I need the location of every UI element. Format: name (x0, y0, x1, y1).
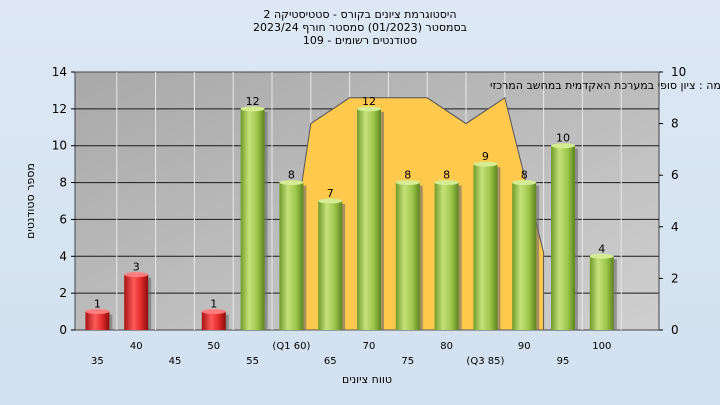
x-tick-label: 50 (207, 341, 220, 352)
chart-annotation: במשימה : ציון סופי במערכת האקדמית במחשב … (490, 79, 720, 92)
bar-value-label: 10 (556, 132, 570, 145)
bar-value-label: 9 (482, 150, 489, 163)
y-tick-label: 10 (52, 139, 67, 153)
data-labels-layer: 1 3 1 12 8 7 12 8 8 9 8 10 4 (94, 95, 605, 311)
x-tick-label: 90 (518, 341, 531, 352)
y-tick-label: 8 (59, 176, 67, 190)
bar-fail (85, 311, 110, 330)
bar-pass (512, 182, 537, 330)
bar-value-label: 4 (598, 242, 605, 255)
bar-top-cap (395, 180, 420, 186)
bar-value-label: 1 (94, 298, 101, 311)
bar-value-label: 7 (327, 187, 334, 200)
x-tick-label: 35 (91, 356, 104, 367)
bar-pass (240, 108, 265, 330)
y2-tick-label: 6 (671, 168, 679, 182)
bar-pass (434, 182, 459, 330)
x-tick-label: 55 (246, 356, 259, 367)
bar-top-cap (124, 272, 149, 278)
y2-tick-label: 0 (671, 323, 679, 337)
bar-top-cap (357, 106, 381, 112)
bar-top-cap (240, 106, 265, 112)
bar-top-cap (589, 253, 614, 259)
bar-pass (279, 182, 304, 330)
y-tick-label: 0 (59, 323, 67, 337)
y-tick-label: 12 (52, 102, 67, 116)
bar-value-label: 12 (362, 95, 376, 108)
bar-pass (551, 145, 575, 330)
bar-value-label: 8 (521, 169, 528, 182)
bar-value-label: 8 (288, 169, 295, 182)
y-tick-label: 6 (59, 212, 67, 226)
x-tick-label: 75 (401, 356, 414, 367)
y2-tick-label: 10 (671, 65, 686, 79)
y-axis-ticks: 0 2 4 6 8 10 12 14 (52, 65, 75, 337)
bar-pass (318, 201, 343, 330)
x-tick-label: 95 (557, 356, 570, 367)
y2-axis-ticks: 0 2 4 6 8 10 (659, 65, 686, 337)
bar-top-cap (201, 309, 226, 315)
y-axis-title: מספר סטודנטים (24, 163, 37, 239)
x-axis-title: טווח ציונים (342, 373, 392, 386)
y-tick-label: 14 (52, 65, 67, 79)
y-tick-label: 4 (59, 249, 67, 263)
bar-value-label: 8 (443, 169, 450, 182)
y-tick-label: 2 (59, 286, 67, 300)
bar-top-cap (318, 198, 343, 204)
chart-count-line: סטודנטים רשומים - 109 (302, 34, 418, 47)
bars-layer (85, 106, 617, 330)
bar-pass (395, 182, 420, 330)
y2-tick-label: 2 (671, 271, 679, 285)
x-tick-label: 65 (324, 356, 337, 367)
y2-tick-label: 8 (671, 117, 679, 131)
x-axis-ticks: 35 40 45 50 55 (Q1 60) 65 70 75 80 (Q3 85) 90 95 100 (91, 341, 611, 367)
bar-top-cap (512, 180, 537, 186)
bar-value-label: 12 (246, 95, 260, 108)
bar-value-label: 3 (133, 261, 140, 274)
bar-fail (201, 311, 226, 330)
chart-subtitle: בסמסטר (01/2023) סמסטר חורף 2023/24 (253, 21, 467, 34)
bar-top-cap (551, 143, 575, 149)
bar-pass (473, 164, 498, 330)
y2-tick-label: 4 (671, 220, 679, 234)
x-tick-label: 70 (363, 341, 376, 352)
bar-value-label: 1 (210, 298, 217, 311)
x-tick-label: (Q1 60) (272, 341, 310, 352)
x-tick-label: (Q3 85) (466, 356, 504, 367)
bar-top-cap (279, 180, 304, 186)
bar-pass (589, 256, 614, 330)
chart-title-block: היסטוגרמת ציונים בקורס - סטטיסטיקה 2 בסמ… (0, 8, 720, 47)
bar-top-cap (473, 161, 498, 167)
bar-top-cap (434, 180, 459, 186)
x-tick-label: 80 (440, 341, 453, 352)
bar-value-label: 8 (404, 169, 411, 182)
bar-pass (357, 108, 381, 330)
x-tick-label: 100 (592, 341, 611, 352)
bar-top-cap (85, 309, 110, 315)
bar-fail (124, 274, 149, 330)
x-tick-label: 45 (169, 356, 182, 367)
x-tick-label: 40 (130, 341, 143, 352)
chart-title: היסטוגרמת ציונים בקורס - סטטיסטיקה 2 (263, 8, 457, 21)
